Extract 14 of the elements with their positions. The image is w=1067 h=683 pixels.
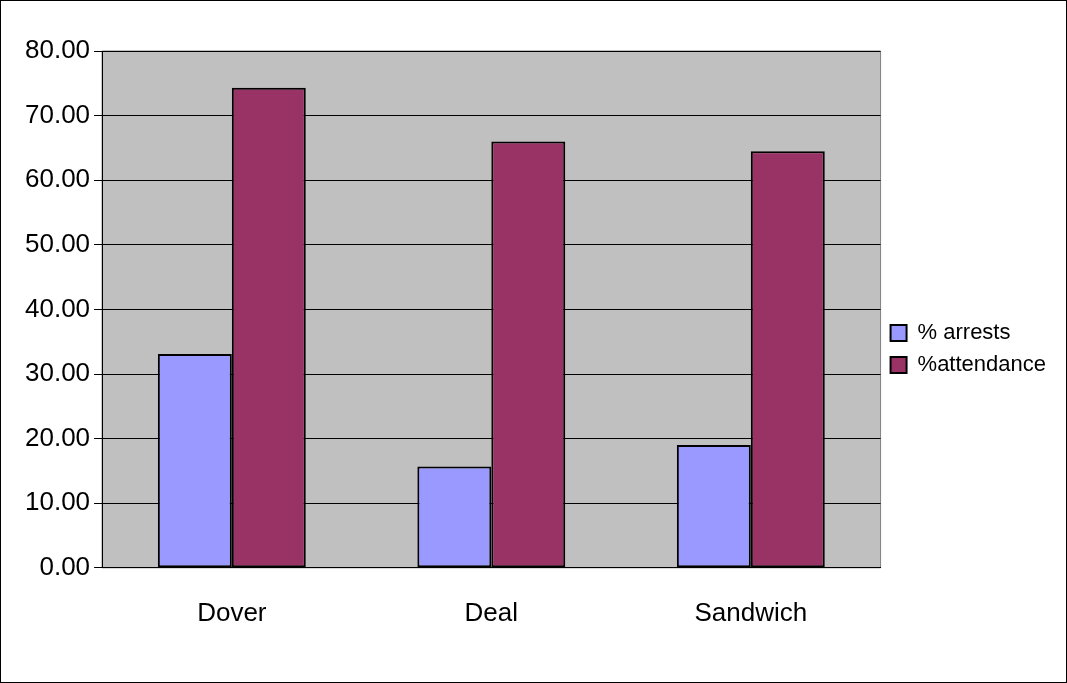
y-tick-label: 0.00 — [39, 550, 91, 581]
x-tick-label: Dover — [197, 596, 267, 627]
x-tick-label: Deal — [464, 596, 519, 627]
y-tick-label: 60.00 — [24, 163, 91, 194]
y-tick-label: 10.00 — [24, 486, 91, 517]
y-tick-label: 70.00 — [24, 98, 91, 129]
legend-label: % arrests — [917, 319, 1011, 345]
y-tick-label: 40.00 — [24, 292, 91, 323]
y-tick-label: 20.00 — [24, 421, 91, 452]
x-tick-label: Sandwich — [694, 596, 808, 627]
y-tick-label: 80.00 — [24, 34, 91, 65]
y-tick-label: 50.00 — [24, 227, 91, 258]
y-tick-label: 30.00 — [24, 357, 91, 388]
legend-label: %attendance — [917, 351, 1046, 377]
